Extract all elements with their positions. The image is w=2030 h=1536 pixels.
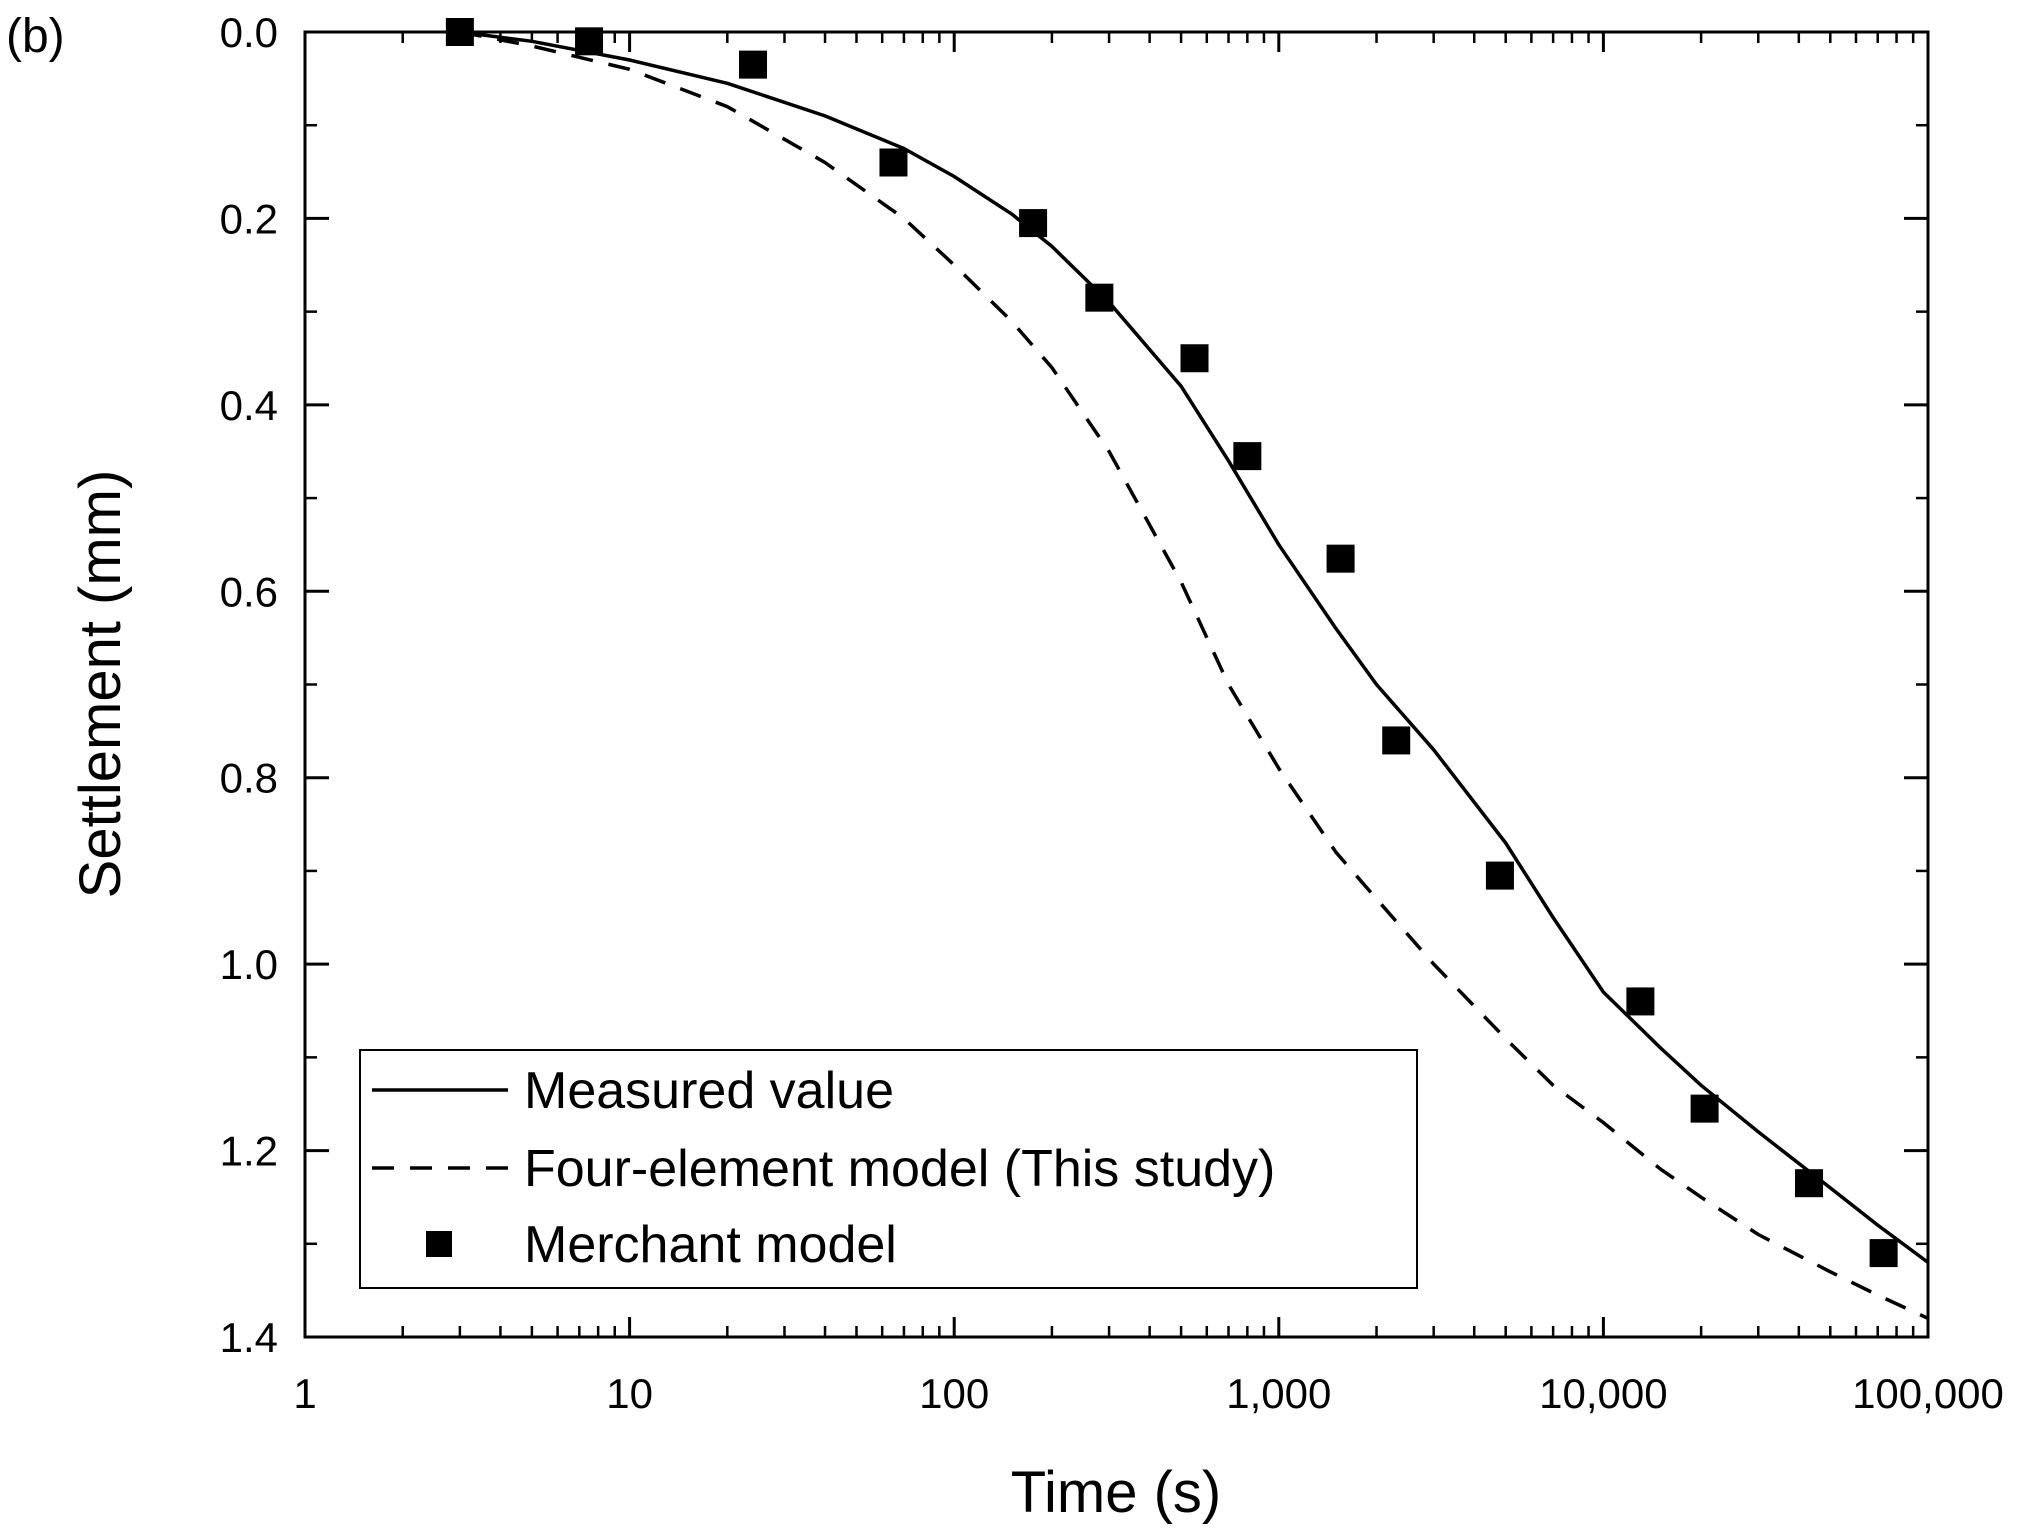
panel-label: (b) <box>6 10 65 63</box>
merchant-model-point <box>1626 987 1655 1016</box>
x-axis-ticks <box>303 32 1930 1337</box>
merchant-model-point <box>1085 283 1114 312</box>
merchant-model-point <box>879 148 908 177</box>
y-axis-title: Settlement (mm) <box>68 470 133 899</box>
y-tick-label: 0.0 <box>220 9 278 56</box>
merchant-model-point <box>1326 544 1355 573</box>
merchant-model-point <box>1795 1169 1824 1198</box>
four-element-model-line <box>459 30 1929 1320</box>
y-tick-label: 1.0 <box>220 941 278 988</box>
merchant-model-point <box>739 50 768 79</box>
legend-swatch-merchant <box>426 1231 452 1257</box>
x-tick-label: 1,000 <box>1226 1370 1331 1417</box>
y-tick-label: 1.2 <box>220 1128 278 1175</box>
y-axis-ticks <box>305 30 1928 1339</box>
y-tick-label: 0.6 <box>220 568 278 615</box>
x-tick-label: 10 <box>606 1370 653 1417</box>
merchant-model-point <box>1485 861 1514 890</box>
merchant-model-point <box>1382 726 1411 755</box>
legend-label-four-element: Four-element model (This study) <box>524 1140 1275 1198</box>
merchant-model-point <box>575 27 604 56</box>
merchant-model-point <box>1019 209 1048 238</box>
series-layer <box>445 18 1930 1320</box>
legend-label-measured: Measured value <box>524 1062 894 1120</box>
y-tick-label: 1.4 <box>220 1314 278 1361</box>
legend-box <box>359 1049 1418 1289</box>
legend: Measured value Four-element model (This … <box>359 1049 1418 1289</box>
y-tick-label: 0.4 <box>220 382 278 429</box>
merchant-model-point <box>1690 1094 1719 1123</box>
y-tick-label: 0.2 <box>220 195 278 242</box>
x-tick-label: 100 <box>919 1370 989 1417</box>
merchant-model-point <box>445 18 474 46</box>
x-tick-label: 10,000 <box>1539 1370 1667 1417</box>
x-tick-label: 100,000 <box>1852 1370 2004 1417</box>
y-axis-tick-labels: 0.0 0.2 0.4 0.6 0.8 1.0 1.2 1.4 <box>220 9 278 1361</box>
merchant-model-point <box>1869 1239 1898 1268</box>
measured-value-line <box>459 30 1930 1264</box>
legend-label-merchant: Merchant model <box>524 1216 897 1274</box>
x-axis-tick-labels: 1 10 100 1,000 10,000 100,000 <box>293 1370 2004 1417</box>
merchant-model-point <box>1233 442 1262 471</box>
merchant-model-point <box>1180 344 1209 373</box>
x-tick-label: 1 <box>293 1370 316 1417</box>
y-tick-label: 0.8 <box>220 755 278 802</box>
x-axis-title: Time (s) <box>1011 1460 1221 1525</box>
